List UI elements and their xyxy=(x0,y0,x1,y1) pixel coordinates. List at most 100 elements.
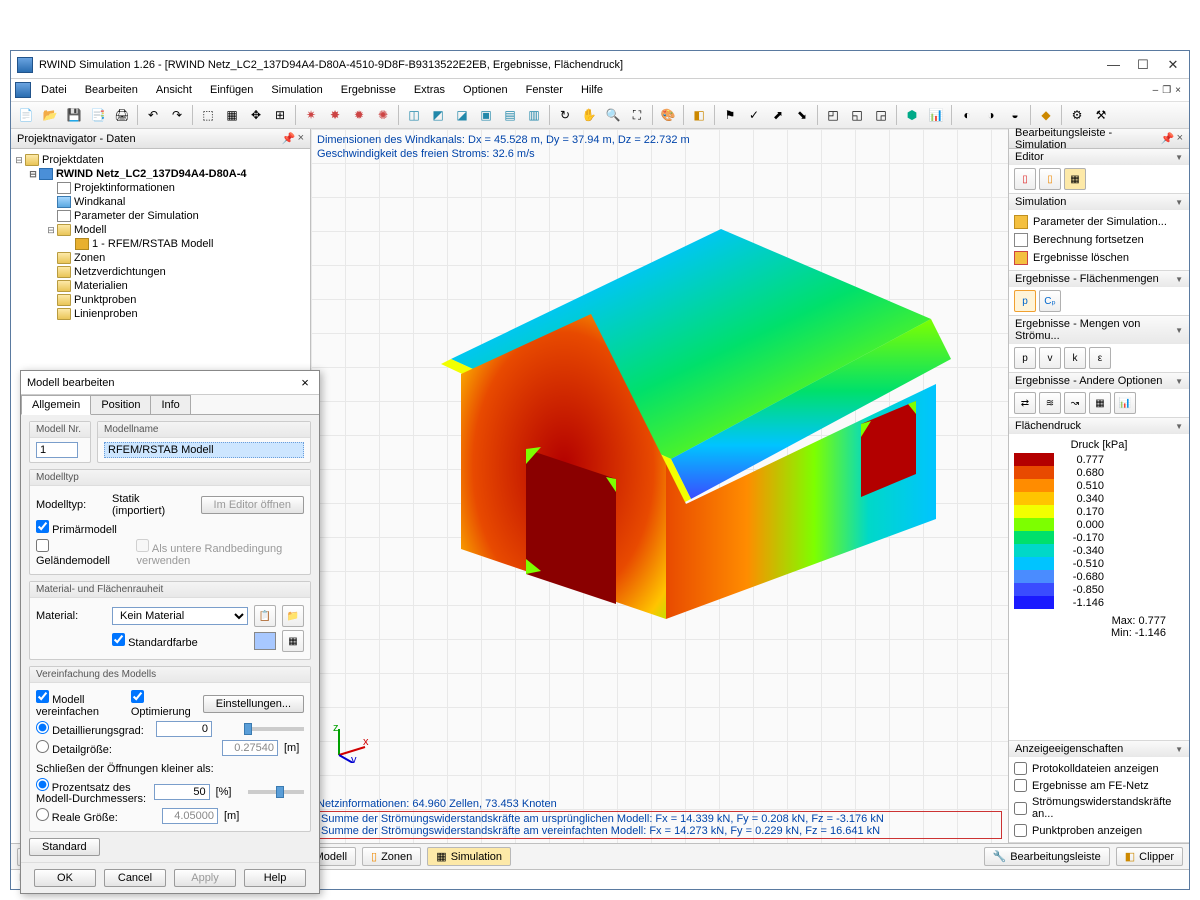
tool-y2[interactable]: ◱ xyxy=(846,104,868,126)
tool-open[interactable]: 📂 xyxy=(39,104,61,126)
editor-btn-1[interactable]: ▯ xyxy=(1014,168,1036,190)
mdi-min[interactable]: – xyxy=(1153,85,1159,96)
tool-redo[interactable]: ↷ xyxy=(166,104,188,126)
tool-pan[interactable]: ✋ xyxy=(578,104,600,126)
disp-0[interactable]: Protokolldateien anzeigen xyxy=(1014,760,1184,777)
tool-u1[interactable]: ⚙ xyxy=(1066,104,1088,126)
menu-bearbeiten[interactable]: Bearbeiten xyxy=(77,82,146,98)
tool-rot[interactable]: ↻ xyxy=(554,104,576,126)
menu-optionen[interactable]: Optionen xyxy=(455,82,516,98)
material-select[interactable]: Kein Material xyxy=(112,607,248,625)
help-button[interactable]: Help xyxy=(244,869,306,887)
mat-btn-1[interactable]: 📋 xyxy=(254,605,276,627)
optimize-checkbox[interactable] xyxy=(131,690,144,703)
strom-p[interactable]: p xyxy=(1014,347,1036,369)
tool-w2[interactable]: ◑ xyxy=(980,104,1002,126)
tool-j[interactable]: ◩ xyxy=(427,104,449,126)
tree-project[interactable]: RWIND Netz_LC2_137D94A4-D80A-4 xyxy=(56,168,247,180)
tool-print[interactable]: 🖨 xyxy=(111,104,133,126)
color-swatch[interactable] xyxy=(254,632,276,650)
detail-slider[interactable] xyxy=(244,727,304,731)
apply-button[interactable]: Apply xyxy=(174,869,236,887)
tool-a[interactable]: ⬚ xyxy=(197,104,219,126)
menu-simulation[interactable]: Simulation xyxy=(263,82,330,98)
percent-slider[interactable] xyxy=(248,790,304,794)
pin-icon[interactable]: 📌 xyxy=(1161,132,1175,145)
tool-c[interactable]: ✥ xyxy=(245,104,267,126)
panel-close-icon[interactable]: × xyxy=(298,132,304,145)
other-3[interactable]: ↝ xyxy=(1064,392,1086,414)
tool-k[interactable]: ◪ xyxy=(451,104,473,126)
model-nr-input[interactable] xyxy=(36,442,78,458)
dlg-tab-info[interactable]: Info xyxy=(150,395,190,414)
tree-item[interactable]: Windkanal xyxy=(74,196,125,208)
sim-continue[interactable]: Berechnung fortsetzen xyxy=(1014,231,1184,249)
tool-y1[interactable]: ◰ xyxy=(822,104,844,126)
strom-e[interactable]: ε xyxy=(1089,347,1111,369)
percent-input[interactable] xyxy=(154,784,210,800)
tool-new[interactable]: 📄 xyxy=(15,104,37,126)
tool-b[interactable]: ▦ xyxy=(221,104,243,126)
tool-g[interactable]: ✹ xyxy=(348,104,370,126)
terrain-checkbox[interactable] xyxy=(36,539,49,552)
tool-flag[interactable]: ⚑ xyxy=(719,104,741,126)
tree-item[interactable]: Linienproben xyxy=(74,308,138,320)
tool-h[interactable]: ✺ xyxy=(372,104,394,126)
tool-u2[interactable]: ⚒ xyxy=(1090,104,1112,126)
tool-cube[interactable]: ◧ xyxy=(688,104,710,126)
detailsize-input[interactable] xyxy=(222,740,278,756)
stdcolor-checkbox[interactable] xyxy=(112,633,125,646)
percent-radio[interactable] xyxy=(36,778,49,791)
realsize-input[interactable] xyxy=(162,808,218,824)
tool-saveall[interactable]: 📑 xyxy=(87,104,109,126)
tool-z2[interactable]: 📊 xyxy=(925,104,947,126)
maximize-button[interactable]: ☐ xyxy=(1137,57,1149,73)
flach-p[interactable]: p xyxy=(1014,290,1036,312)
flach-cp[interactable]: Cₚ xyxy=(1039,290,1061,312)
disp-3[interactable]: Punktproben anzeigen xyxy=(1014,822,1184,839)
color-grid-button[interactable]: ▦ xyxy=(282,630,304,652)
tab-zonen[interactable]: ▯Zonen xyxy=(362,847,421,866)
tool-fit[interactable]: ⛶ xyxy=(626,104,648,126)
menu-ansicht[interactable]: Ansicht xyxy=(148,82,200,98)
tree-item[interactable]: Materialien xyxy=(74,280,128,292)
panel-close-icon[interactable]: × xyxy=(1177,132,1183,145)
tree-item[interactable]: Projektinformationen xyxy=(74,182,175,194)
detailsize-radio[interactable] xyxy=(36,740,49,753)
tool-i[interactable]: ◫ xyxy=(403,104,425,126)
disp-1[interactable]: Ergebnisse am FE-Netz xyxy=(1014,777,1184,794)
settings-button[interactable]: Einstellungen... xyxy=(203,695,304,713)
pin-icon[interactable]: 📌 xyxy=(282,132,296,145)
tree-item[interactable]: 1 - RFEM/RSTAB Modell xyxy=(92,238,213,250)
tree-item[interactable]: Netzverdichtungen xyxy=(74,266,166,278)
tool-n[interactable]: ▥ xyxy=(523,104,545,126)
strom-k[interactable]: k xyxy=(1064,347,1086,369)
menu-einfuegen[interactable]: Einfügen xyxy=(202,82,261,98)
other-1[interactable]: ⇄ xyxy=(1014,392,1036,414)
tool-e[interactable]: ✷ xyxy=(300,104,322,126)
tool-v1[interactable]: ◆ xyxy=(1035,104,1057,126)
tool-w3[interactable]: ◒ xyxy=(1004,104,1026,126)
menu-extras[interactable]: Extras xyxy=(406,82,453,98)
tab-sim[interactable]: ▦Simulation xyxy=(427,847,511,866)
other-2[interactable]: ≋ xyxy=(1039,392,1061,414)
menu-datei[interactable]: Datei xyxy=(33,82,75,98)
tool-chk[interactable]: ✓ xyxy=(743,104,765,126)
tree-item[interactable]: Parameter der Simulation xyxy=(74,210,199,222)
other-4[interactable]: ▦ xyxy=(1089,392,1111,414)
tool-pal[interactable]: 🎨 xyxy=(657,104,679,126)
strom-v[interactable]: v xyxy=(1039,347,1061,369)
tool-save[interactable]: 💾 xyxy=(63,104,85,126)
tool-x2[interactable]: ⬊ xyxy=(791,104,813,126)
realsize-radio[interactable] xyxy=(36,808,49,821)
tool-m[interactable]: ▤ xyxy=(499,104,521,126)
editor-btn-2[interactable]: ▯ xyxy=(1039,168,1061,190)
tool-zoom[interactable]: 🔍 xyxy=(602,104,624,126)
dlg-tab-position[interactable]: Position xyxy=(90,395,151,414)
tool-y3[interactable]: ◲ xyxy=(870,104,892,126)
detail-input[interactable] xyxy=(156,721,212,737)
tree-item[interactable]: Modell xyxy=(74,224,106,236)
mat-btn-2[interactable]: 📁 xyxy=(282,605,304,627)
tab-bearbeitung[interactable]: 🔧Bearbeitungsleiste xyxy=(984,847,1110,866)
mdi-max[interactable]: ❐ xyxy=(1162,85,1171,96)
